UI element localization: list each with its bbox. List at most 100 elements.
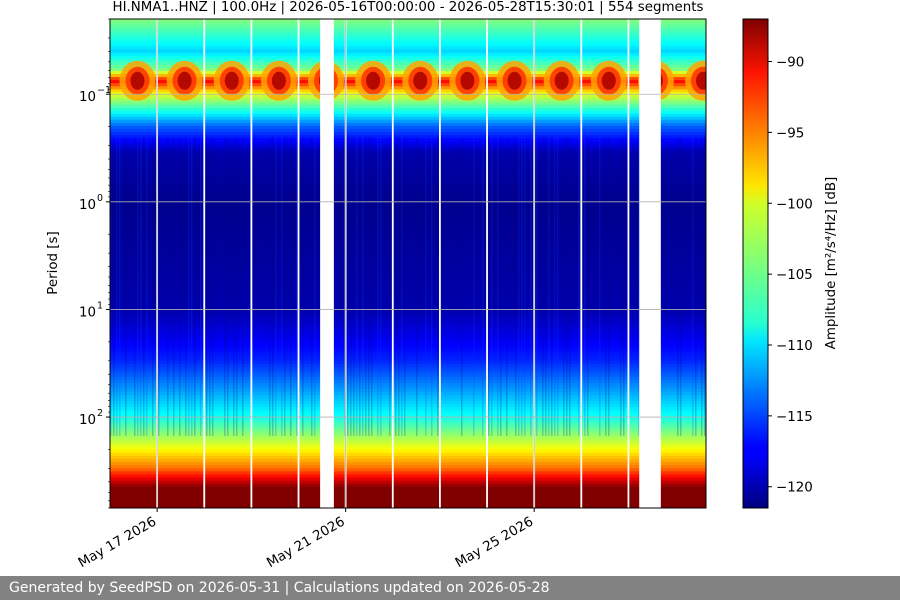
- psd-band-cell: [110, 410, 706, 414]
- psd-band-cell: [110, 349, 706, 353]
- streak-mark: [302, 137, 304, 437]
- streak-mark: [524, 137, 526, 437]
- y-tick-label: 10: [79, 198, 96, 213]
- streak-mark: [566, 137, 568, 437]
- psd-band-cell: [110, 141, 706, 145]
- streak-mark: [536, 137, 538, 437]
- y-axis-label: Period [s]: [46, 231, 61, 294]
- psd-band-cell: [110, 162, 706, 167]
- streak-mark: [206, 137, 208, 437]
- streak-mark: [191, 137, 193, 437]
- psd-band-cell: [110, 156, 706, 161]
- psd-band-cell: [110, 379, 706, 384]
- psd-band-cell: [110, 257, 706, 262]
- streak-mark: [344, 137, 346, 437]
- psd-band-cell: [110, 43, 706, 48]
- psd-band-cell: [110, 223, 706, 228]
- plot-area: [110, 19, 706, 508]
- plot-frame: [109, 18, 707, 509]
- psd-band-cell: [110, 297, 706, 301]
- psd-band-cell: [110, 394, 706, 399]
- streak-mark: [242, 137, 244, 437]
- streak-mark: [680, 137, 682, 437]
- psd-band-cell: [110, 364, 706, 369]
- colorbar-tick-label: −115: [776, 410, 813, 425]
- streak-mark: [569, 137, 571, 437]
- streak-mark: [521, 137, 523, 437]
- psd-band-cell: [110, 376, 706, 381]
- streak-mark: [500, 137, 502, 437]
- psd-band-cell: [110, 446, 706, 451]
- psd-band-cell: [110, 352, 706, 356]
- psd-band-cell: [110, 95, 706, 100]
- streak-mark: [380, 137, 382, 437]
- psd-band-cell: [110, 275, 706, 280]
- streak-mark: [173, 137, 175, 437]
- data-gap: [320, 19, 334, 508]
- psd-band-cell: [110, 129, 706, 133]
- psd-band-cell: [110, 52, 706, 57]
- streak-mark: [608, 137, 610, 437]
- streak-mark: [692, 137, 694, 437]
- psd-band-cell: [110, 165, 706, 170]
- streak-mark: [515, 137, 517, 437]
- streak-mark: [551, 137, 553, 437]
- streak-mark: [296, 137, 298, 437]
- psd-band-cell: [110, 327, 706, 332]
- colorbar-ticks: −90 −95 −100 −105 −110 −115 −120: [768, 56, 813, 496]
- colorbar-tick-label: −120: [776, 481, 813, 496]
- psd-band-cell: [110, 397, 706, 402]
- streak-mark: [518, 137, 520, 437]
- psd-band-cell: [110, 168, 706, 173]
- psd-band-cell: [110, 193, 706, 197]
- streak-mark: [185, 137, 187, 437]
- streak-mark: [704, 137, 706, 437]
- streak-mark: [623, 137, 625, 437]
- streak-mark: [281, 137, 283, 437]
- streak-mark: [110, 137, 112, 437]
- psd-band-cell: [110, 391, 706, 396]
- streak-mark: [359, 137, 361, 437]
- streak-mark: [437, 137, 439, 437]
- psd-band-cell: [110, 196, 706, 200]
- psd-band-cell: [110, 25, 706, 29]
- streak-mark: [137, 137, 139, 437]
- streak-mark: [350, 137, 352, 437]
- psd-band-cell: [110, 202, 706, 207]
- y-tick-label: 10: [79, 90, 96, 105]
- psd-band-cell: [110, 208, 706, 213]
- psd-band-cell: [110, 31, 706, 35]
- psd-band-cell: [110, 187, 706, 191]
- psd-band-cell: [110, 251, 706, 255]
- psd-band-cell: [110, 278, 706, 283]
- psd-band-cell: [110, 58, 706, 63]
- footer-text: Generated by SeedPSD on 2026-05-31 | Cal…: [9, 580, 550, 596]
- streak-mark: [605, 137, 607, 437]
- streak-mark: [290, 137, 292, 437]
- streak-mark: [557, 137, 559, 437]
- psd-band-cell: [110, 504, 706, 508]
- x-tick-label: May 17 2026: [76, 514, 159, 571]
- psd-band-cell: [110, 321, 706, 326]
- psd-band-cell: [110, 116, 706, 121]
- psd-band-cell: [110, 312, 706, 317]
- colorbar-tick-label: −90: [776, 56, 804, 71]
- streak-mark: [188, 137, 190, 437]
- streak-mark: [353, 137, 355, 437]
- colorbar-tick-label: −100: [776, 197, 813, 212]
- streak-mark: [638, 137, 640, 437]
- psd-band-cell: [110, 315, 706, 320]
- streak-mark: [620, 137, 622, 437]
- psd-band-cell: [110, 159, 706, 164]
- psd-band-cell: [110, 174, 706, 179]
- psd-band-cell: [110, 498, 706, 503]
- psd-band-cell: [110, 40, 706, 45]
- streak-mark: [401, 137, 403, 437]
- psd-band-cell: [110, 171, 706, 176]
- streak-mark: [398, 137, 400, 437]
- colorbar-gradient: [742, 18, 769, 509]
- psd-band-cell: [110, 235, 706, 240]
- streak-mark: [236, 137, 238, 437]
- streak-mark: [269, 137, 271, 437]
